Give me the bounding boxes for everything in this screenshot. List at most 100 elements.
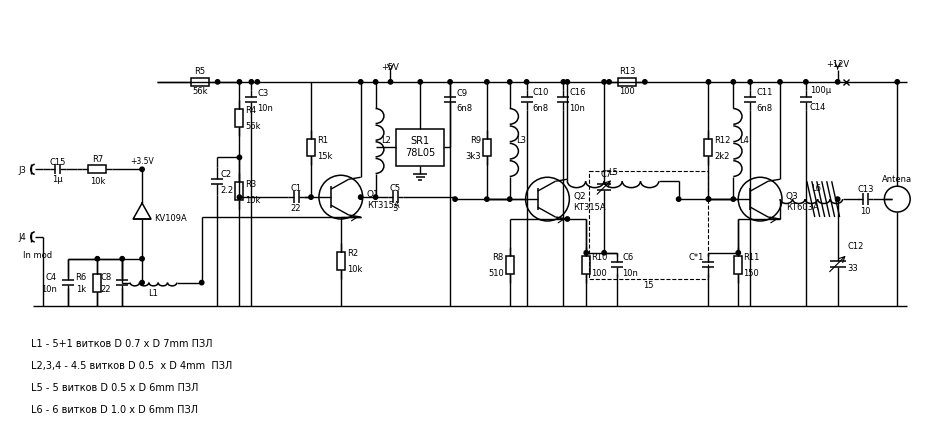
Text: КТ315А: КТ315А — [367, 200, 399, 209]
Circle shape — [706, 81, 711, 85]
Text: 150: 150 — [744, 268, 759, 278]
Circle shape — [237, 81, 242, 85]
Circle shape — [309, 195, 313, 200]
Circle shape — [778, 81, 782, 85]
Bar — [704, 139, 713, 157]
Circle shape — [565, 217, 569, 222]
Text: 6n8: 6n8 — [456, 104, 472, 113]
Text: Q3: Q3 — [786, 191, 799, 200]
Text: 22: 22 — [291, 203, 301, 212]
Circle shape — [373, 81, 378, 85]
Circle shape — [140, 257, 145, 261]
Circle shape — [373, 195, 378, 200]
Text: 10n: 10n — [258, 104, 273, 113]
Circle shape — [803, 81, 808, 85]
Text: 3: 3 — [393, 203, 398, 212]
Circle shape — [237, 156, 242, 160]
Bar — [235, 110, 244, 127]
Text: 33: 33 — [847, 264, 858, 272]
Text: KV109A: KV109A — [154, 213, 187, 222]
Circle shape — [388, 81, 393, 85]
Circle shape — [835, 198, 840, 202]
Text: C4: C4 — [46, 272, 57, 282]
Text: 10n: 10n — [569, 104, 585, 113]
Text: 1k: 1k — [77, 284, 87, 293]
Circle shape — [120, 257, 124, 261]
Text: C5: C5 — [390, 183, 401, 192]
Circle shape — [731, 81, 735, 85]
Text: 10n: 10n — [41, 284, 57, 293]
Text: 1µ: 1µ — [52, 174, 63, 184]
Text: 100µ: 100µ — [810, 86, 831, 95]
Text: Q2: Q2 — [573, 191, 586, 200]
Circle shape — [736, 251, 741, 255]
Circle shape — [602, 81, 606, 85]
Text: L3: L3 — [516, 136, 525, 145]
Circle shape — [602, 251, 606, 255]
Text: R12: R12 — [715, 136, 731, 145]
Text: C16: C16 — [569, 88, 586, 97]
Bar — [307, 139, 315, 157]
Text: C6: C6 — [622, 253, 634, 261]
Text: +3.5V: +3.5V — [131, 156, 154, 166]
Text: R3: R3 — [245, 179, 257, 188]
Text: 100: 100 — [620, 87, 634, 96]
Bar — [590, 172, 708, 279]
Text: +5V: +5V — [382, 64, 399, 72]
Circle shape — [895, 81, 899, 85]
Text: 3k3: 3k3 — [466, 152, 480, 161]
Text: R10: R10 — [592, 253, 607, 261]
Text: C11: C11 — [756, 88, 773, 97]
Circle shape — [140, 281, 145, 285]
Bar — [337, 252, 345, 270]
Circle shape — [237, 195, 242, 200]
Circle shape — [95, 257, 100, 261]
Circle shape — [448, 81, 453, 85]
Circle shape — [249, 81, 254, 85]
Text: In mod: In mod — [22, 251, 52, 260]
Text: C2: C2 — [220, 170, 231, 178]
Text: 2k2: 2k2 — [715, 152, 730, 161]
Bar — [582, 256, 591, 274]
Text: R5: R5 — [194, 67, 205, 76]
Text: Antena: Antena — [883, 174, 912, 184]
Text: R7: R7 — [91, 155, 103, 163]
Circle shape — [565, 81, 569, 85]
Text: C14: C14 — [810, 103, 827, 112]
Text: C1: C1 — [290, 183, 301, 192]
Circle shape — [676, 198, 681, 202]
Text: 10k: 10k — [90, 177, 105, 185]
Text: 78L05: 78L05 — [405, 148, 436, 158]
Circle shape — [606, 81, 611, 85]
Text: 10k: 10k — [347, 265, 362, 274]
Circle shape — [216, 81, 220, 85]
Circle shape — [140, 168, 145, 172]
Text: 100: 100 — [592, 268, 607, 278]
Text: C13: C13 — [857, 184, 873, 193]
Text: C10: C10 — [533, 88, 549, 97]
Text: C15: C15 — [49, 158, 66, 166]
Text: J3: J3 — [18, 166, 26, 174]
Text: КТ603А: КТ603А — [786, 202, 819, 211]
Text: R2: R2 — [347, 249, 358, 258]
Circle shape — [561, 81, 565, 85]
Text: L2,3,4 - 4.5 витков D 0.5  x D 4mm  ПЗЛ: L2,3,4 - 4.5 витков D 0.5 x D 4mm ПЗЛ — [31, 360, 232, 370]
Bar — [190, 79, 209, 87]
Text: L2: L2 — [382, 136, 392, 145]
Text: L6 - 6 витков D 1.0 x D 6mm ПЗЛ: L6 - 6 витков D 1.0 x D 6mm ПЗЛ — [31, 404, 198, 414]
Circle shape — [508, 81, 512, 85]
Text: R13: R13 — [619, 67, 635, 76]
Text: R1: R1 — [317, 136, 328, 145]
Text: C12: C12 — [847, 242, 864, 251]
Text: R4: R4 — [245, 106, 257, 115]
Text: C7: C7 — [601, 170, 612, 178]
Text: 56k: 56k — [192, 87, 207, 96]
Text: L6: L6 — [812, 183, 821, 192]
Text: 10: 10 — [860, 206, 870, 215]
Bar — [93, 274, 102, 292]
Text: 2.2: 2.2 — [220, 185, 233, 194]
Text: 10k: 10k — [245, 195, 261, 204]
Text: L1: L1 — [148, 288, 159, 297]
Text: L4: L4 — [739, 136, 749, 145]
Circle shape — [484, 198, 489, 202]
